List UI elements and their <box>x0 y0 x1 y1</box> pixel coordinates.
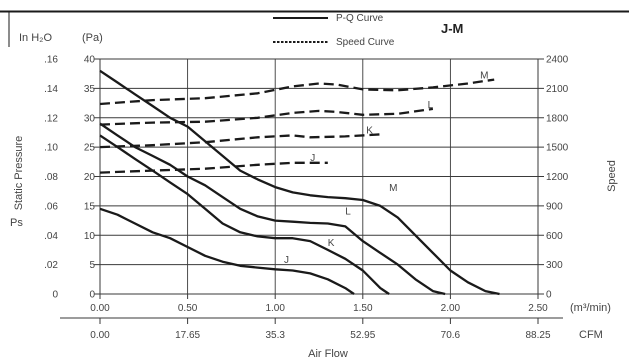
x-tick-label: 2.00 <box>441 303 461 314</box>
x-tick-label-cfm: 70.6 <box>441 330 461 341</box>
speed-curve-label-J: J <box>310 153 315 164</box>
pq-curve-label-K: K <box>328 238 335 249</box>
ylabel-static-pressure: Static Pressure <box>13 136 25 211</box>
xlabel-airflow: Air Flow <box>308 348 348 360</box>
y-tick-label-pa: 10 <box>84 231 96 242</box>
y-tick-label-pa: 25 <box>84 143 96 154</box>
x-tick-label-cfm: 35.3 <box>265 330 285 341</box>
y-tick-label-speed: 0 <box>546 290 552 301</box>
y-tick-label-pa: 5 <box>89 260 95 271</box>
xlabel-cfm: CFM <box>579 329 603 341</box>
legend-pq-label: P-Q Curve <box>336 13 384 24</box>
y-tick-label-inh2o: 0 <box>52 290 58 301</box>
y-tick-label-inh2o: .02 <box>44 260 58 271</box>
x-tick-label: 0.00 <box>90 303 110 314</box>
y-tick-label-speed: 2400 <box>546 55 569 66</box>
y-tick-label-pa: 35 <box>84 84 96 95</box>
y-tick-label-speed: 2100 <box>546 84 569 95</box>
y-tick-label-pa: 0 <box>89 290 95 301</box>
y-tick-label-speed: 1500 <box>546 143 569 154</box>
y-tick-label-inh2o: .16 <box>44 55 58 66</box>
speed-curve-label-K: K <box>366 125 373 136</box>
x-tick-label-cfm: 0.00 <box>90 330 110 341</box>
speed-curve-L <box>99 107 434 126</box>
speed-curve-K <box>99 133 381 149</box>
y-tick-label-speed: 900 <box>546 201 563 212</box>
x-tick-label-cfm: 52.95 <box>350 330 375 341</box>
speed-curve-J <box>99 161 328 174</box>
x-tick-label: 2.50 <box>528 303 548 314</box>
tick-labels: 0 0 0 5 .02 300 10 .04 600 15 .06 900 20 .08 1200 25 .10… <box>44 55 569 342</box>
legend-speed-label: Speed Curve <box>336 37 395 48</box>
y-tick-label-pa: 30 <box>84 113 96 124</box>
y-tick-label-speed: 300 <box>546 260 563 271</box>
speed-curve-label-L: L <box>428 100 434 111</box>
y-tick-label-inh2o: .14 <box>44 84 58 95</box>
pq-curve-label-J: J <box>284 255 289 266</box>
y-tick-label-speed: 1800 <box>546 113 569 124</box>
pq-curve-label-L: L <box>345 207 351 218</box>
chart-title: J-M <box>441 21 463 36</box>
y-tick-label-pa: 40 <box>84 55 96 66</box>
xlabel-m3min: (m³/min) <box>570 302 611 314</box>
y-tick-label-pa: 15 <box>84 201 96 212</box>
y-tick-label-speed: 1200 <box>546 172 569 183</box>
unit-inh2o: In H₂O <box>19 32 52 44</box>
pq-curve-M <box>99 69 500 296</box>
x-tick-label: 0.50 <box>178 303 198 314</box>
unit-pa: (Pa) <box>82 32 103 44</box>
series-labels: M L K J M L K J <box>284 71 489 266</box>
x-tick-label: 1.00 <box>265 303 285 314</box>
axes <box>60 58 563 324</box>
y-tick-label-inh2o: .12 <box>44 113 58 124</box>
speed-curve-label-M: M <box>480 71 488 82</box>
x-tick-label-cfm: 17.65 <box>175 330 200 341</box>
speed-curve-M <box>99 78 495 106</box>
pq-curve-K <box>99 134 390 295</box>
ylabel-ps: Ps <box>10 217 23 229</box>
x-tick-label-cfm: 88.25 <box>525 330 550 341</box>
pq-curve-L <box>99 122 446 296</box>
y-tick-label-inh2o: .06 <box>44 201 58 212</box>
y-tick-label-pa: 20 <box>84 172 96 183</box>
y-tick-label-inh2o: .04 <box>44 231 58 242</box>
y-tick-label-inh2o: .08 <box>44 172 58 183</box>
series <box>99 69 500 296</box>
x-tick-label: 1.50 <box>353 303 373 314</box>
y-tick-label-speed: 600 <box>546 231 563 242</box>
grid <box>100 59 538 294</box>
y-tick-label-inh2o: .10 <box>44 143 58 154</box>
pq-curve-J <box>99 207 355 295</box>
ylabel-speed: Speed <box>606 160 618 192</box>
legend: P-Q Curve Speed Curve <box>273 13 395 48</box>
pq-curve-label-M: M <box>389 183 397 194</box>
